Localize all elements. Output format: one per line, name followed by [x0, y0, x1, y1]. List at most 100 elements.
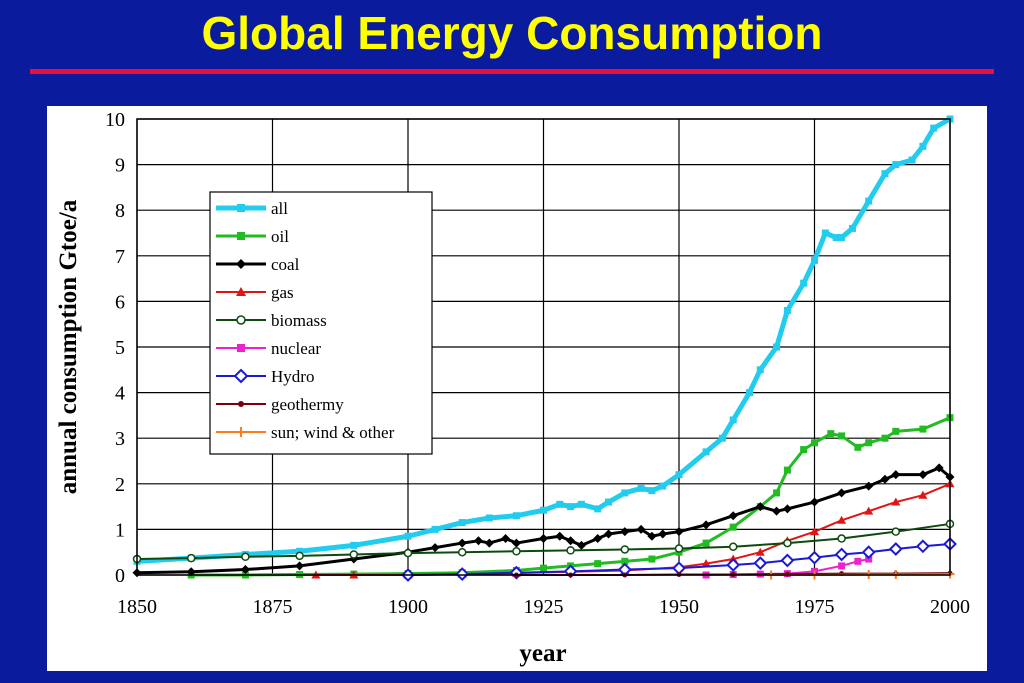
plot-area-frame [136, 118, 951, 576]
data-point [811, 256, 818, 264]
legend-label: oil [271, 227, 289, 246]
data-point [773, 489, 781, 497]
data-point [726, 558, 741, 572]
data-point [918, 470, 928, 480]
legend-item: geothermy [216, 395, 344, 414]
data-point [821, 229, 829, 237]
data-point [854, 557, 862, 565]
data-point [881, 434, 889, 442]
x-tick-label: 1900 [388, 596, 428, 618]
x-tick-label: 1925 [524, 596, 564, 618]
legend-label: gas [271, 283, 294, 302]
series-all [133, 115, 954, 565]
y-tick-label: 2 [115, 474, 125, 496]
x-tick-label: 1950 [659, 596, 699, 618]
series-biomass [132, 519, 955, 564]
data-point [238, 401, 244, 407]
energy-consumption-chart: 0 1 2 3 4 5 6 7 8 9 10 1850 1875 1900 1925 1950 1975 2000… [55, 109, 970, 667]
data-point [891, 470, 901, 480]
data-point [457, 547, 467, 557]
data-point [240, 565, 250, 575]
data-point [540, 506, 547, 514]
data-point [728, 542, 738, 551]
data-point [648, 555, 656, 563]
legend-item: gas [216, 283, 294, 302]
data-point [295, 551, 304, 561]
data-point [594, 560, 602, 568]
legend-item: nuclear [216, 339, 321, 358]
data-point [934, 463, 944, 473]
data-point [807, 550, 822, 565]
data-point [636, 524, 646, 534]
data-point [881, 170, 889, 178]
data-point [647, 531, 657, 541]
data-point [484, 538, 494, 548]
legend-item: biomass [216, 311, 327, 330]
legend-label: all [271, 199, 288, 218]
data-point [236, 287, 246, 296]
data-point [566, 546, 575, 555]
legend-item: sun; wind & other [216, 423, 395, 442]
data-point [864, 481, 874, 491]
data-point [888, 542, 903, 556]
axes [136, 118, 951, 576]
data-point [782, 504, 792, 514]
legend-label: biomass [271, 311, 327, 330]
legend-item: all [216, 199, 288, 218]
data-point [861, 545, 876, 560]
data-point [783, 307, 791, 315]
data-point [918, 490, 928, 499]
data-point [296, 547, 304, 555]
data-point [295, 561, 305, 571]
data-point [773, 343, 781, 351]
data-point [349, 550, 359, 559]
data-point [674, 527, 684, 537]
x-tick-label: 2000 [930, 596, 970, 618]
data-point [755, 547, 765, 556]
data-point [672, 561, 686, 576]
data-point [621, 557, 629, 565]
data-point [865, 439, 873, 447]
y-tick-label: 9 [115, 155, 125, 177]
data-point [186, 567, 196, 577]
data-point [540, 564, 547, 572]
data-point [621, 489, 629, 497]
y-axis-title: annual consumption Gtoe/a [55, 199, 82, 494]
data-point [919, 425, 927, 433]
data-point [908, 156, 916, 164]
y-tick-label: 3 [115, 428, 125, 450]
data-point [233, 368, 249, 384]
data-point [236, 427, 246, 437]
data-point [848, 224, 856, 232]
data-point [473, 536, 483, 546]
data-point [501, 534, 511, 544]
data-point [827, 430, 835, 438]
legend-item: Hydro [216, 367, 314, 386]
legend-label: nuclear [271, 339, 321, 358]
data-point [783, 466, 791, 474]
data-point [753, 556, 768, 571]
data-point [485, 514, 493, 522]
data-point [810, 527, 819, 536]
data-point [237, 204, 245, 212]
data-point [577, 500, 585, 508]
data-point [658, 529, 668, 539]
data-point [556, 500, 564, 508]
data-point [637, 484, 645, 492]
data-point [241, 552, 250, 562]
data-point [915, 539, 930, 554]
series-line [191, 416, 951, 577]
data-point [457, 538, 467, 548]
data-point [745, 389, 753, 397]
series-line [136, 522, 951, 561]
data-point [800, 446, 808, 454]
slide-title: Global Energy Consumption [201, 7, 823, 59]
data-point [576, 540, 586, 550]
data-point [780, 553, 795, 568]
data-point [236, 259, 246, 269]
data-point [512, 512, 520, 520]
data-point [718, 434, 726, 442]
data-point [350, 541, 358, 549]
data-point [458, 519, 466, 527]
data-point [605, 498, 613, 506]
